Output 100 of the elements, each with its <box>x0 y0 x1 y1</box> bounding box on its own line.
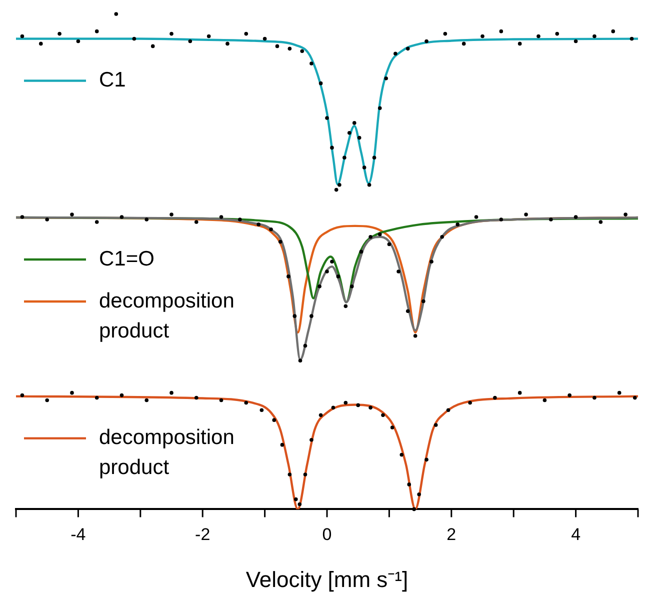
point <box>412 507 416 512</box>
point <box>499 29 504 34</box>
point <box>244 32 248 36</box>
point <box>45 218 49 222</box>
point <box>94 29 99 34</box>
point <box>443 32 448 36</box>
point <box>542 398 547 402</box>
point <box>94 220 99 224</box>
point <box>318 81 323 86</box>
point <box>226 42 230 46</box>
point <box>468 400 472 405</box>
point <box>238 218 242 222</box>
point <box>350 284 354 288</box>
x-tick-label: 0 <box>322 525 332 544</box>
point <box>288 472 292 476</box>
point <box>630 36 634 41</box>
point <box>20 34 24 38</box>
point <box>456 222 460 226</box>
point <box>352 121 356 125</box>
point <box>440 234 444 239</box>
point <box>555 32 560 36</box>
point <box>568 393 572 398</box>
point <box>430 260 434 264</box>
point <box>598 220 603 224</box>
point <box>144 218 149 222</box>
point <box>632 396 637 400</box>
point <box>310 62 314 66</box>
point <box>194 220 198 224</box>
point <box>20 215 24 219</box>
point <box>518 390 522 395</box>
legend-label: C1 <box>99 68 126 92</box>
point <box>611 29 616 34</box>
point <box>269 228 273 232</box>
point <box>617 390 622 395</box>
point <box>310 438 314 442</box>
point <box>368 234 372 239</box>
x-axis-title: Velocity [mm s⁻¹] <box>246 566 408 592</box>
point <box>384 76 388 80</box>
point <box>256 222 260 226</box>
point <box>330 260 334 264</box>
point <box>331 406 336 410</box>
point <box>413 334 418 338</box>
point <box>58 32 62 36</box>
x-tick-label: 4 <box>571 525 581 544</box>
point <box>574 39 578 44</box>
point <box>592 396 596 400</box>
point <box>592 34 596 38</box>
x-tick-label: -2 <box>195 525 210 544</box>
point <box>446 408 450 412</box>
point <box>70 212 74 216</box>
point <box>357 136 362 140</box>
point <box>170 32 174 36</box>
point <box>387 242 392 246</box>
point <box>474 215 478 219</box>
point <box>406 46 410 51</box>
point <box>288 46 292 51</box>
point <box>144 398 149 402</box>
point <box>300 49 304 54</box>
point <box>334 188 338 192</box>
point <box>378 232 382 236</box>
point <box>381 413 385 418</box>
point <box>549 218 553 222</box>
point <box>400 452 404 457</box>
point <box>574 215 578 219</box>
point <box>150 44 155 48</box>
point <box>390 426 394 430</box>
point <box>372 156 376 160</box>
point <box>536 34 540 38</box>
point <box>280 442 284 447</box>
point <box>417 492 421 496</box>
point <box>422 299 426 304</box>
point <box>342 156 346 160</box>
point <box>303 472 308 476</box>
point <box>70 390 74 395</box>
point <box>272 418 276 422</box>
point <box>318 284 322 288</box>
point <box>286 274 290 278</box>
point <box>194 396 198 400</box>
point <box>132 36 136 41</box>
point <box>114 12 118 16</box>
point <box>462 42 466 46</box>
legend-label: decomposition product <box>99 289 234 342</box>
point <box>524 212 528 216</box>
point <box>424 39 428 44</box>
legend-label: C1=O <box>99 247 154 270</box>
point <box>424 458 428 462</box>
point <box>244 400 248 405</box>
point <box>493 396 497 400</box>
point <box>407 482 412 486</box>
x-tick-label: -4 <box>70 525 86 544</box>
point <box>294 497 298 502</box>
point <box>499 218 504 222</box>
point <box>298 502 302 506</box>
point <box>219 215 224 219</box>
point <box>434 423 438 427</box>
point <box>275 44 280 48</box>
point <box>45 398 49 402</box>
point <box>310 314 314 318</box>
point <box>219 398 224 402</box>
point <box>292 314 297 318</box>
